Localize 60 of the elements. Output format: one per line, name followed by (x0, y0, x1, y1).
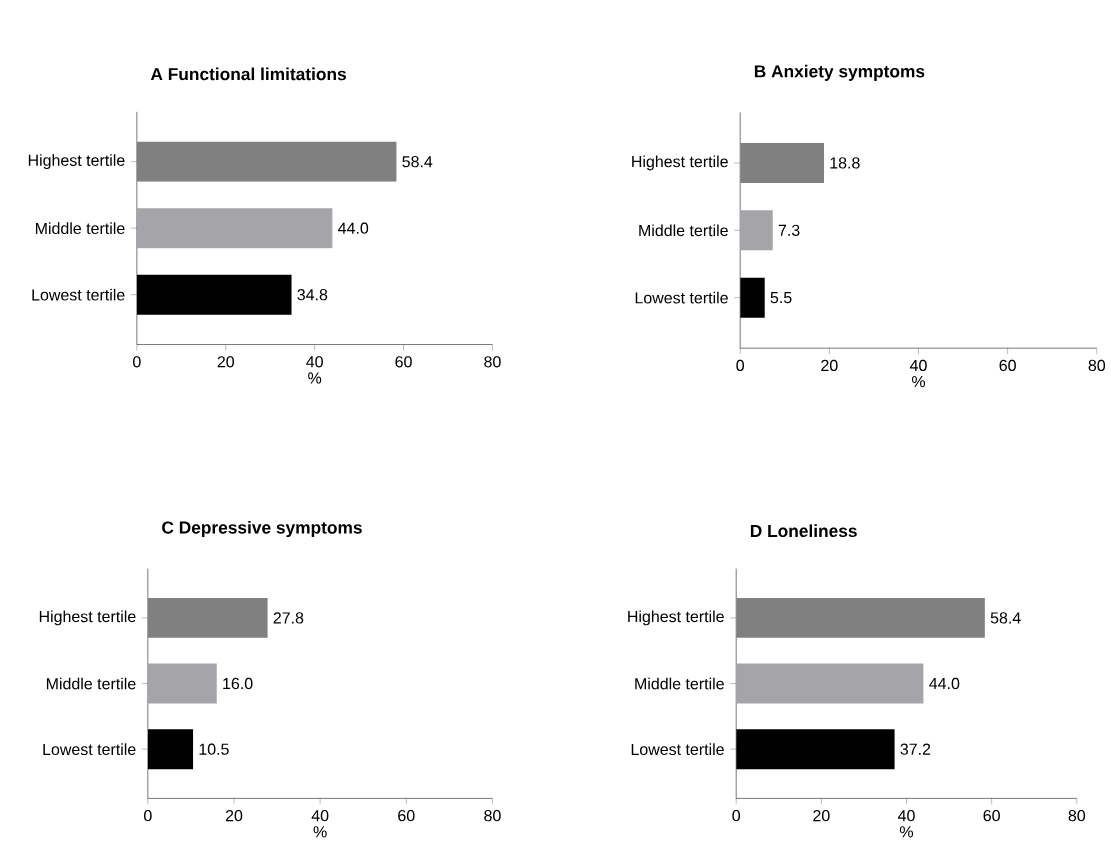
x-tick-label: 80 (1068, 810, 1086, 822)
y-tick-label: Lowest tertile (631, 743, 724, 756)
y-tick-label: Highest tertile (632, 155, 728, 171)
chart-title: A Functional limitations (150, 67, 346, 81)
x-axis-title: % (911, 376, 926, 388)
x-tick-label: 80 (1088, 359, 1106, 372)
bar (147, 663, 217, 704)
y-tick-label: Middle tertile (46, 677, 136, 690)
bar (740, 143, 824, 184)
x-tick-label: 80 (484, 810, 501, 822)
y-tick-label: Highest tertile (628, 610, 724, 626)
x-tick-label: 80 (484, 356, 501, 368)
y-tick-label: Highest tertile (28, 154, 125, 170)
bar (136, 208, 333, 249)
x-tick-label: 60 (395, 356, 412, 368)
data-label: 34.8 (297, 289, 328, 301)
y-tick-label: Middle tertile (35, 222, 125, 235)
x-axis-title: % (308, 372, 322, 384)
data-label: 7.3 (778, 224, 800, 237)
y-tick-label: Lowest tertile (635, 291, 728, 304)
bar (147, 598, 268, 638)
data-label: 37.2 (900, 743, 931, 755)
x-tick-label: 40 (909, 359, 927, 372)
data-label: 44.0 (338, 222, 369, 234)
data-label: 10.5 (199, 743, 229, 755)
x-tick-label: 20 (821, 359, 838, 372)
data-label: 58.4 (402, 156, 433, 168)
x-tick-label: 20 (813, 810, 830, 822)
y-tick-label: Lowest tertile (43, 743, 136, 756)
chart-title: B Anxiety symptoms (754, 64, 925, 81)
x-tick-label: 60 (983, 810, 1000, 822)
x-axis-title: % (313, 826, 327, 838)
data-label: 5.5 (770, 292, 792, 304)
bar (736, 598, 985, 638)
x-tick-label: 40 (311, 810, 329, 822)
x-tick-label: 0 (133, 356, 141, 368)
x-axis-title: % (899, 826, 914, 838)
data-label: 58.4 (990, 612, 1021, 624)
y-tick-label: Middle tertile (635, 677, 724, 690)
x-tick-label: 40 (306, 356, 323, 368)
x-tick-label: 60 (999, 359, 1016, 372)
data-label: 27.8 (273, 612, 304, 624)
x-tick-label: 0 (736, 359, 745, 372)
y-tick-label: Highest tertile (39, 610, 136, 626)
bar (736, 663, 924, 704)
y-tick-label: Middle tertile (639, 224, 728, 237)
x-tick-label: 40 (897, 810, 915, 822)
chart-title: C Depressive symptoms (162, 521, 362, 538)
bar (136, 141, 397, 182)
data-label: 44.0 (929, 678, 960, 690)
chart-title: D Loneliness (750, 524, 857, 538)
data-label: 18.8 (830, 157, 860, 169)
x-tick-label: 0 (144, 810, 152, 822)
x-tick-label: 0 (732, 810, 741, 822)
y-tick-label: Lowest tertile (32, 288, 125, 301)
x-tick-label: 20 (217, 356, 235, 368)
bar (740, 210, 773, 251)
x-tick-label: 20 (225, 810, 243, 822)
data-label: 16.0 (223, 678, 253, 690)
x-tick-label: 60 (398, 810, 415, 822)
